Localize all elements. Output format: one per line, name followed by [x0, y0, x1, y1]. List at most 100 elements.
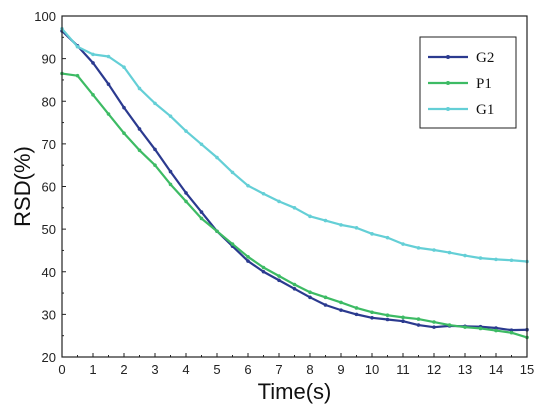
x-tick-label: 13: [458, 362, 472, 377]
data-point-P1: [246, 255, 250, 259]
data-point-G1: [261, 191, 266, 196]
data-point-P1: [416, 317, 421, 321]
x-tick-label: 3: [151, 362, 158, 377]
data-point-G2: [416, 323, 421, 327]
data-point-G1: [447, 250, 452, 255]
x-tick-label: 0: [58, 362, 65, 377]
x-tick-label: 6: [244, 362, 251, 377]
x-tick-label: 10: [365, 362, 379, 377]
x-tick-label: 11: [396, 362, 410, 377]
data-point-G1: [91, 52, 95, 57]
data-point-G1: [323, 218, 328, 223]
legend-marker-G2: [446, 55, 450, 59]
x-tick-label: 15: [520, 362, 534, 377]
legend-label-P1: P1: [476, 76, 492, 92]
data-point-G1: [184, 129, 188, 133]
data-point-G2: [401, 319, 405, 323]
data-point-G1: [463, 253, 467, 258]
data-point-G1: [509, 258, 514, 263]
data-point-G1: [106, 54, 111, 59]
data-point-P1: [478, 326, 483, 331]
y-tick-label: 80: [42, 94, 56, 109]
data-point-P1: [75, 73, 80, 78]
y-tick-label: 100: [34, 9, 56, 24]
data-point-P1: [509, 330, 514, 335]
data-point-G1: [153, 101, 157, 106]
data-point-P1: [323, 295, 328, 300]
y-tick-label: 40: [42, 265, 56, 280]
data-point-G1: [122, 65, 126, 69]
data-point-G1: [354, 226, 359, 230]
y-tick-label: 70: [42, 137, 56, 152]
data-point-G2: [199, 210, 204, 214]
data-point-G1: [401, 242, 405, 246]
data-point-P1: [106, 112, 111, 116]
data-point-P1: [184, 199, 188, 204]
x-tick-label: 9: [337, 362, 344, 377]
data-point-P1: [277, 274, 281, 278]
data-point-G1: [215, 155, 219, 160]
plot-area: [60, 26, 529, 340]
y-axis-title: RSD(%): [10, 146, 35, 227]
data-point-P1: [153, 163, 157, 167]
data-point-G2: [122, 105, 126, 110]
data-point-P1: [215, 229, 219, 234]
legend-label-G2: G2: [476, 50, 494, 66]
y-tick-label: 60: [42, 180, 56, 195]
data-point-G2: [246, 259, 250, 263]
data-point-G2: [370, 315, 374, 320]
data-point-G1: [370, 232, 374, 236]
data-point-G2: [308, 295, 312, 300]
x-tick-label: 1: [89, 362, 96, 377]
data-point-G2: [168, 169, 173, 174]
data-point-G2: [323, 303, 328, 307]
data-point-P1: [339, 300, 343, 305]
data-point-P1: [122, 131, 126, 136]
data-point-G1: [339, 223, 343, 227]
data-point-G1: [277, 199, 281, 204]
data-point-P1: [91, 93, 95, 97]
data-point-G1: [137, 86, 142, 91]
data-point-P1: [230, 242, 235, 246]
data-point-G2: [432, 325, 436, 329]
data-point-P1: [199, 216, 204, 221]
legend-label-G1: G1: [476, 102, 494, 118]
data-point-P1: [432, 320, 436, 324]
data-point-G2: [106, 82, 111, 86]
data-point-G2: [277, 278, 281, 283]
x-tick-label: 7: [275, 362, 282, 377]
y-tick-label: 30: [42, 307, 56, 322]
x-tick-label: 8: [306, 362, 313, 377]
x-tick-label: 2: [120, 362, 127, 377]
data-point-G2: [184, 191, 188, 195]
data-point-G1: [168, 114, 173, 118]
x-tick-label: 14: [489, 362, 503, 377]
data-point-G1: [385, 235, 390, 240]
data-point-P1: [308, 290, 312, 295]
data-point-P1: [292, 282, 297, 287]
data-point-G2: [91, 61, 95, 65]
data-point-P1: [385, 313, 390, 318]
data-point-G1: [308, 214, 312, 219]
data-point-G1: [230, 170, 235, 175]
y-tick-label: 90: [42, 52, 56, 67]
legend: G2 P1 G1: [419, 36, 517, 129]
data-point-P1: [354, 306, 359, 310]
data-point-G2: [261, 269, 266, 274]
data-point-G2: [339, 308, 343, 312]
x-tick-label: 12: [427, 362, 441, 377]
legend-marker-G1: [446, 107, 450, 111]
data-point-G1: [478, 256, 483, 260]
y-tick-label: 50: [42, 222, 56, 237]
x-tick-label: 4: [182, 362, 189, 377]
x-axis-title: Time(s): [258, 379, 332, 404]
data-point-P1: [447, 323, 452, 327]
y-tick-label: 20: [42, 350, 56, 365]
data-point-G2: [137, 127, 142, 131]
legend-marker-P1: [446, 81, 450, 85]
data-point-G2: [292, 287, 297, 291]
data-point-G1: [416, 246, 421, 250]
data-point-G1: [199, 142, 204, 147]
x-tick-label: 5: [213, 362, 220, 377]
data-point-G2: [494, 326, 498, 330]
